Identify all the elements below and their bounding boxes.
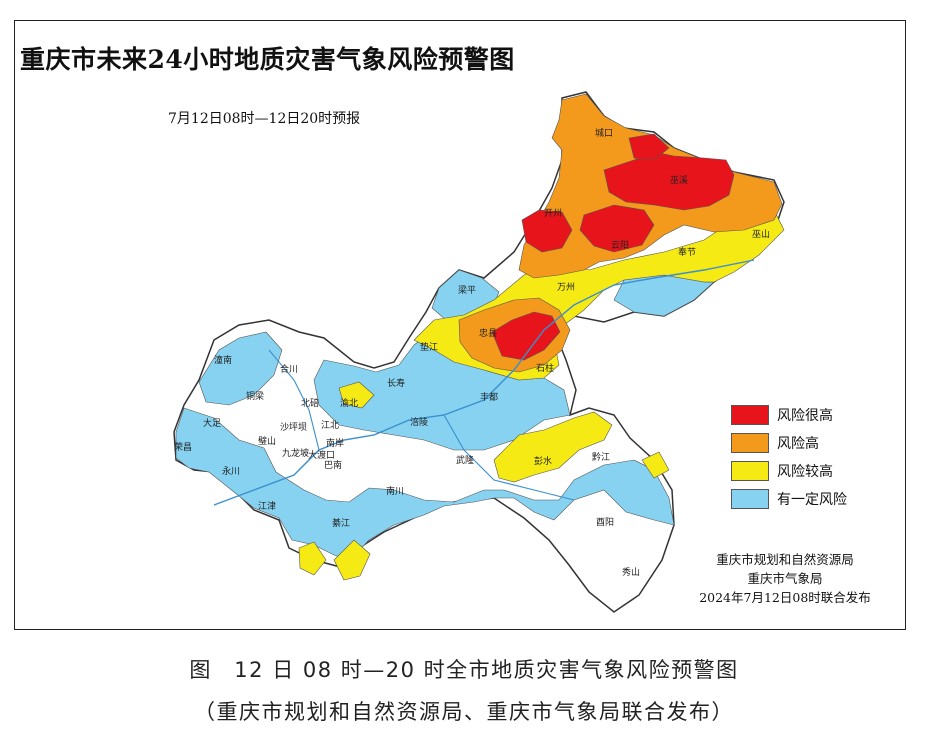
place-label: 巴南 bbox=[324, 459, 342, 471]
jialing-river bbox=[268, 349, 320, 451]
risk-map: 城口 巫溪 开州 云阳 奉节 巫山 梁平 万州 忠县 垫江 石柱 长寿 丰都 涪… bbox=[173, 91, 785, 613]
agency-name: 重庆市气象局 bbox=[747, 571, 823, 586]
place-label: 合川 bbox=[280, 363, 298, 375]
place-label: 大渡口 bbox=[308, 449, 335, 461]
place-label: 黔江 bbox=[592, 451, 610, 463]
legend-swatch bbox=[731, 489, 769, 509]
place-label: 江北 bbox=[321, 420, 339, 431]
place-label: 奉节 bbox=[678, 246, 696, 258]
place-label: 永川 bbox=[222, 465, 240, 477]
legend-label: 风险高 bbox=[777, 436, 819, 452]
place-label: 梁平 bbox=[458, 284, 476, 296]
region-relatively-high-w bbox=[338, 381, 375, 409]
legend-swatch bbox=[731, 405, 769, 425]
figure-caption: 图 12 日 08 时—20 时全市地质灾害气象风险预警图 bbox=[189, 658, 739, 682]
legend-item: 风险高 bbox=[731, 432, 819, 454]
place-label: 荣昌 bbox=[174, 441, 192, 453]
map-subtitle: 7月12日08时—12日20时预报 bbox=[168, 111, 361, 127]
place-label: 涪陵 bbox=[410, 416, 428, 428]
wujiang-river bbox=[443, 414, 575, 501]
legend-label: 风险较高 bbox=[777, 464, 833, 480]
place-label: 巫溪 bbox=[670, 174, 688, 186]
place-label: 九龙坡 bbox=[282, 447, 309, 459]
place-label: 沙坪坝 bbox=[280, 422, 307, 433]
place-label: 武隆 bbox=[456, 454, 474, 466]
region-very-high-zhongxian bbox=[491, 311, 561, 361]
legend-label: 有一定风险 bbox=[777, 492, 847, 508]
place-label: 忠县 bbox=[479, 328, 497, 339]
place-label: 铜梁 bbox=[246, 390, 264, 402]
place-label: 秀山 bbox=[622, 566, 640, 578]
region-relatively-high-south bbox=[493, 411, 613, 483]
region-relatively-high-sw2 bbox=[333, 539, 371, 581]
place-label: 万州 bbox=[557, 282, 575, 293]
place-labels: 城口 巫溪 开州 云阳 奉节 巫山 梁平 万州 忠县 垫江 石柱 长寿 丰都 涪… bbox=[174, 128, 770, 578]
place-label: 石柱 bbox=[536, 362, 554, 374]
place-label: 城口 bbox=[595, 128, 613, 139]
figure-caption-source: （重庆市规划和自然资源局、重庆市气象局联合发布） bbox=[194, 700, 734, 724]
agency-name: 重庆市规划和自然资源局 bbox=[716, 552, 854, 567]
place-label: 南岸 bbox=[326, 437, 344, 449]
legend-label: 风险很高 bbox=[777, 408, 833, 424]
legend-item: 风险很高 bbox=[731, 404, 833, 426]
place-label: 南川 bbox=[386, 485, 404, 497]
place-label: 渝北 bbox=[340, 397, 358, 409]
place-label: 彭水 bbox=[534, 455, 552, 467]
place-label: 酉阳 bbox=[596, 517, 614, 528]
place-label: 开州 bbox=[544, 208, 562, 219]
region-some-risk-west bbox=[198, 331, 283, 406]
place-label: 綦江 bbox=[332, 517, 350, 529]
place-label: 巫山 bbox=[752, 229, 770, 240]
place-label: 潼南 bbox=[214, 354, 232, 366]
yangtze-river bbox=[213, 259, 755, 506]
place-label: 璧山 bbox=[258, 435, 276, 447]
place-label: 大足 bbox=[203, 417, 221, 429]
region-some-risk bbox=[175, 407, 675, 561]
region-very-high-kaizhou bbox=[521, 209, 573, 253]
region-relatively-high-se bbox=[641, 451, 670, 479]
map-title: 重庆市未来24小时地质灾害气象风险预警图 bbox=[20, 45, 515, 74]
place-label: 丰都 bbox=[480, 391, 498, 403]
place-label: 垫江 bbox=[420, 341, 438, 353]
publish-date: 2024年7月12日08时联合发布 bbox=[699, 590, 871, 605]
legend-swatch bbox=[731, 433, 769, 453]
legend-item: 有一定风险 bbox=[731, 488, 847, 510]
place-label: 江津 bbox=[258, 501, 276, 512]
place-label: 长寿 bbox=[387, 377, 405, 389]
legend-swatch bbox=[731, 461, 769, 481]
region-very-high-yunyang bbox=[579, 204, 655, 253]
region-very-high-chengkou bbox=[628, 133, 670, 161]
legend-item: 风险较高 bbox=[731, 460, 833, 482]
place-label: 北碚 bbox=[301, 397, 319, 409]
region-some-risk-north bbox=[313, 329, 571, 451]
place-label: 云阳 bbox=[611, 240, 629, 251]
region-relatively-high-sw1 bbox=[298, 541, 327, 576]
